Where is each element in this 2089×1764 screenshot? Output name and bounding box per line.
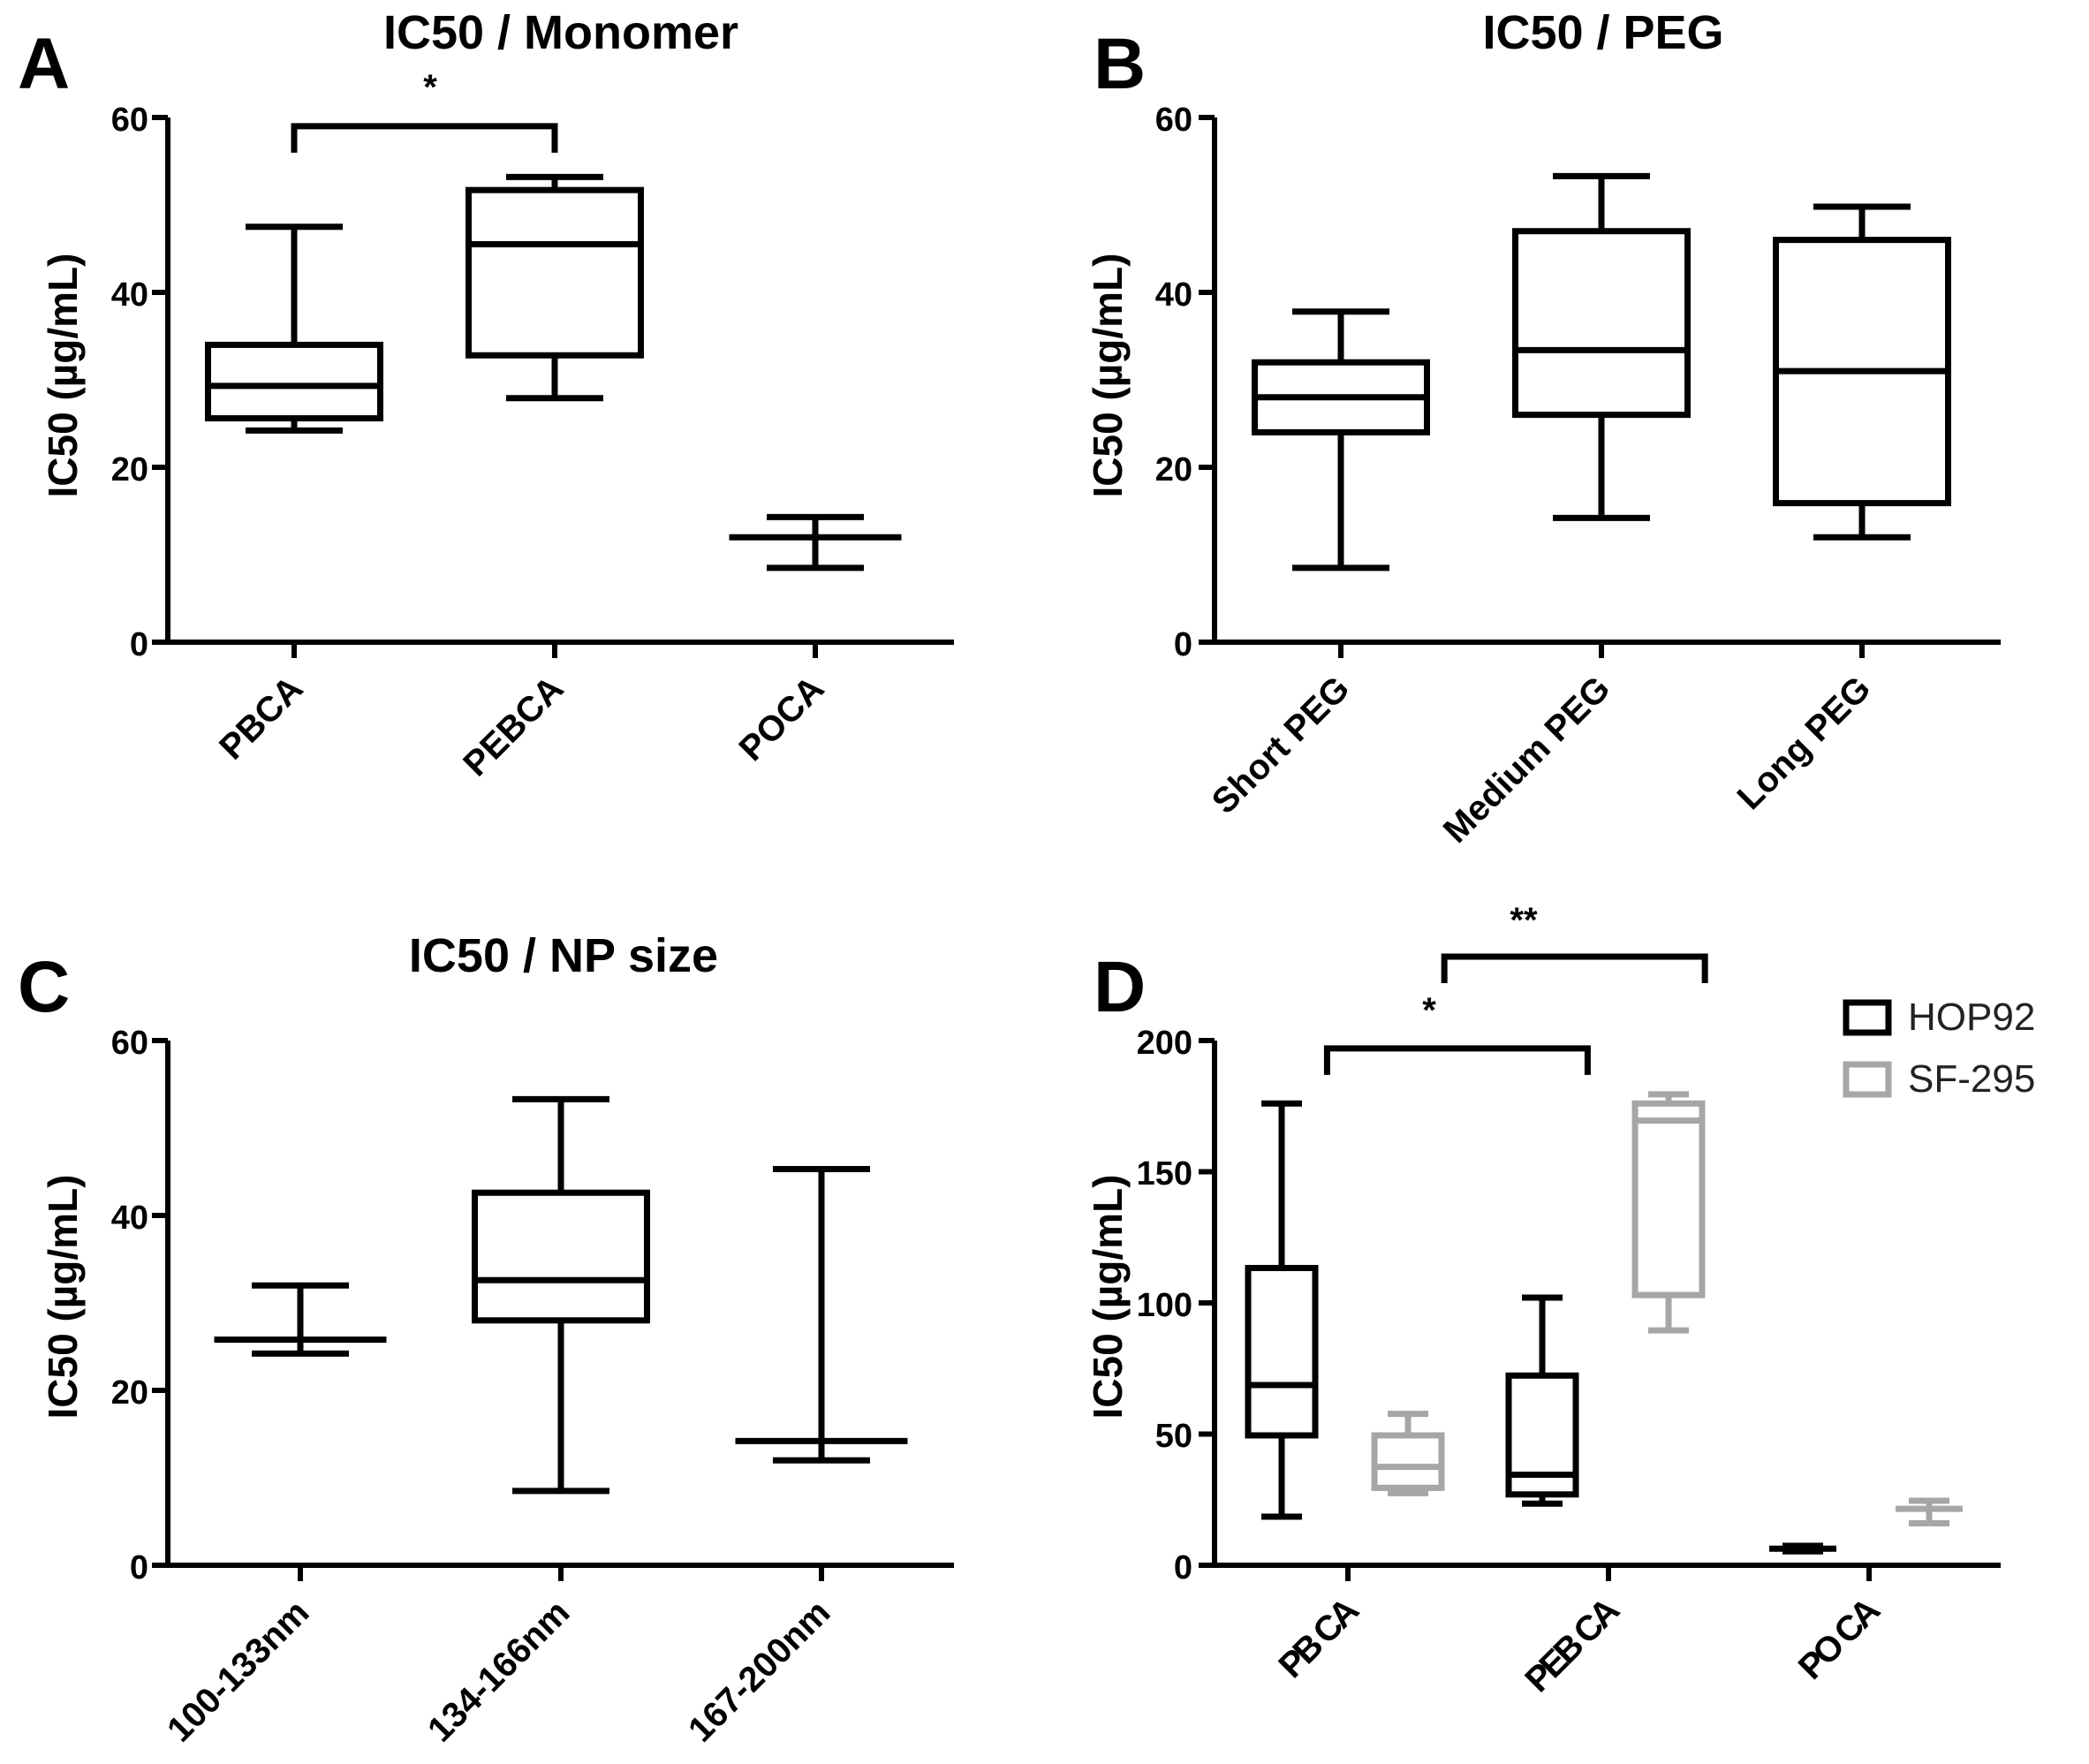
axes [152, 1038, 954, 1581]
y-tick-label: 0 [1174, 626, 1192, 663]
iqr-box [472, 1189, 650, 1324]
y-tick-label: 20 [1155, 451, 1192, 488]
legend-swatch-hop92 [1843, 999, 1892, 1036]
panel-a: A IC50 / Monomer IC50 (µg/mL) 0 20 40 60… [18, 6, 954, 784]
box-plot [1371, 1411, 1445, 1496]
box-plot [1252, 308, 1430, 572]
y-tick-label: 0 [1174, 1549, 1192, 1586]
x-tick-label: 167-200nm [681, 1593, 837, 1749]
box-plot [465, 173, 644, 402]
series-sf-295 [1371, 1091, 1963, 1526]
x-tick-label: 134-166nm [420, 1593, 577, 1749]
box-plot [735, 1166, 908, 1464]
y-tick-label: 0 [130, 1549, 148, 1586]
box-plot [214, 1282, 387, 1357]
iqr-box [1505, 1372, 1579, 1498]
panel-label: B [1094, 24, 1146, 104]
y-tick-label: 100 [1137, 1287, 1192, 1324]
panel-label: C [18, 947, 70, 1027]
chart-title: IC50 / Monomer [383, 6, 738, 59]
series-main [1252, 172, 1951, 572]
series-hop92 [1245, 1100, 1836, 1555]
panel-label: D [1094, 947, 1146, 1027]
panel-d: D IC50 (µg/mL) 0 50 100 150 200 PB CA PE… [1085, 901, 2035, 1700]
x-tick-label: Medium PEG [1436, 669, 1618, 851]
iqr-box [205, 341, 383, 422]
y-tick-labels: 0 20 40 60 [111, 102, 148, 663]
panel-label: A [18, 24, 70, 104]
axes [1199, 1038, 2001, 1581]
series-main [205, 173, 902, 572]
panel-c: C IC50 / NP size IC50 (µg/mL) 0 20 40 60… [18, 929, 954, 1750]
y-axis-label: IC50 (µg/mL) [1085, 254, 1131, 498]
x-tick-label: PEBCA [456, 669, 571, 784]
x-tick-label: Short PEG [1205, 669, 1358, 821]
significance-label: * [423, 68, 437, 107]
y-tick-label: 50 [1155, 1418, 1192, 1455]
y-tick-label: 0 [130, 626, 148, 663]
chart-title: IC50 / NP size [409, 929, 718, 982]
y-tick-label: 60 [1155, 102, 1192, 139]
panel-b: B IC50 / PEG IC50 (µg/mL) 0 20 40 60 Sho… [1085, 6, 2001, 851]
y-tick-label: 40 [111, 276, 148, 314]
x-tick-label: PBCA [212, 669, 310, 767]
box-plot [1896, 1497, 1963, 1526]
y-tick-labels: 0 20 40 60 [1155, 102, 1192, 663]
iqr-box [1245, 1264, 1319, 1439]
box-plot [1512, 172, 1691, 521]
legend: HOP92 SF-295 [1843, 996, 2035, 1101]
x-tick-labels: PB CA PEB CA PO CA [1271, 1591, 1887, 1700]
legend-swatch-sf295 [1843, 1061, 1892, 1098]
y-tick-label: 40 [1155, 276, 1192, 314]
iqr-box [465, 186, 644, 359]
box-plot [1631, 1091, 1706, 1334]
x-tick-label: Long PEG [1730, 669, 1879, 817]
y-tick-labels: 0 50 100 150 200 [1137, 1025, 1192, 1586]
x-tick-label: PB CA [1271, 1591, 1366, 1685]
x-tick-labels: PBCA PEBCA POCA [212, 669, 831, 784]
axes [152, 115, 954, 658]
x-tick-labels: Short PEG Medium PEG Long PEG [1205, 669, 1879, 851]
box-plot [1773, 203, 1951, 541]
y-axis-label: IC50 (µg/mL) [40, 1175, 86, 1420]
y-tick-label: 20 [111, 451, 148, 488]
iqr-box [1512, 228, 1691, 419]
x-tick-label: POCA [732, 669, 832, 768]
chart-title: IC50 / PEG [1482, 6, 1723, 59]
box-plot [729, 513, 902, 572]
x-tick-label: PEB CA [1518, 1591, 1626, 1700]
y-tick-label: 60 [111, 102, 148, 139]
significance-label: * [1422, 991, 1436, 1030]
box-plot [472, 1095, 650, 1495]
y-tick-label: 200 [1137, 1025, 1192, 1062]
y-tick-label: 40 [111, 1200, 148, 1237]
y-axis-label: IC50 (µg/mL) [40, 254, 86, 498]
legend-label-sf295: SF-295 [1908, 1057, 2035, 1101]
significance-bracket [291, 123, 558, 153]
axes [1199, 115, 2001, 658]
legend-label-hop92: HOP92 [1908, 996, 2035, 1039]
iqr-box [1631, 1100, 1706, 1298]
x-tick-label: PO CA [1791, 1591, 1888, 1687]
y-axis-label: IC50 (µg/mL) [1085, 1175, 1131, 1420]
series-main [214, 1095, 908, 1495]
box-plot [1245, 1100, 1319, 1520]
y-tick-labels: 0 20 40 60 [111, 1025, 148, 1586]
box-plot [1505, 1294, 1579, 1507]
box-plot [205, 223, 383, 434]
box-plot [1769, 1542, 1836, 1555]
significance-bracket [1441, 953, 1708, 983]
y-tick-label: 20 [111, 1374, 148, 1412]
significance-label: ** [1510, 901, 1538, 940]
y-tick-label: 60 [111, 1025, 148, 1062]
x-tick-label: 100-133nm [160, 1593, 316, 1749]
iqr-box [1371, 1432, 1445, 1491]
x-tick-labels: 100-133nm 134-166nm 167-200nm [160, 1593, 837, 1749]
significance-bracket [1323, 1045, 1591, 1075]
y-tick-label: 150 [1137, 1155, 1192, 1192]
